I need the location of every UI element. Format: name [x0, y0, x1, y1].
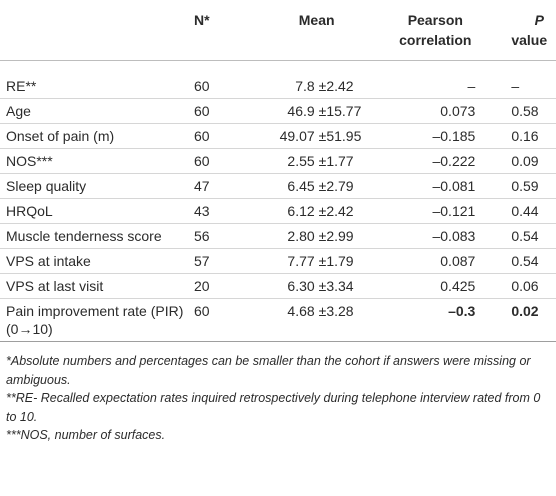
footnotes: *Absolute numbers and percentages can be…: [0, 342, 556, 445]
table-cell: NOS***: [6, 153, 53, 169]
table-row: Sleep quality 47 6.45 ±2.79 –0.081 0.59: [0, 174, 556, 199]
table-cell: 4.68: [287, 303, 315, 319]
table-cell: ±51.95: [318, 128, 362, 144]
table-cell: 0.09: [511, 153, 539, 169]
table-cell: 6.12: [287, 203, 315, 219]
table-cell: Pain improvement rate (PIR) (0→10): [6, 303, 184, 337]
header-cell: Mean: [298, 12, 335, 28]
table-cell: 6.45: [287, 178, 315, 194]
table-cell: 0.58: [511, 103, 539, 119]
footnote: ***NOS, number of surfaces.: [6, 428, 166, 442]
table-row: NOS*** 60 2.55 ±1.77 –0.222 0.09: [0, 149, 556, 174]
table-cell: 2.80: [287, 228, 315, 244]
table-cell: 0.16: [511, 128, 539, 144]
table-cell: 57: [194, 253, 210, 269]
header-cell: Pearson correlation: [399, 12, 472, 48]
table-cell: 49.07: [279, 128, 315, 144]
table-cell: –: [511, 78, 520, 94]
table-cell: ±15.77: [318, 103, 362, 119]
table-cell: –0.222: [432, 153, 476, 169]
table-cell: 0.087: [440, 253, 476, 269]
table-cell: 56: [194, 228, 210, 244]
footnote: **RE- Recalled expectation rates inquire…: [6, 391, 541, 424]
table-cell: 0.44: [511, 203, 539, 219]
header-cell: [0, 0, 190, 61]
table-row: Onset of pain (m) 60 49.07 ±51.95 –0.185 0.16: [0, 124, 556, 149]
table-cell: ±3.28: [318, 303, 354, 319]
table-cell: 0.54: [511, 228, 539, 244]
table-cell: –0.3: [448, 303, 476, 319]
table-row: Muscle tenderness score 56 2.80 ±2.99 –0.083…: [0, 224, 556, 249]
table-cell: Onset of pain (m): [6, 128, 115, 144]
header-cell: P value: [481, 0, 556, 61]
table-cell: 6.30: [287, 278, 315, 294]
header-row: N* Mean Pearson correlation P value: [0, 0, 556, 61]
table-cell: 60: [194, 103, 210, 119]
table-cell: ±2.79: [318, 178, 354, 194]
table-cell: 43: [194, 203, 210, 219]
table-cell: –0.081: [432, 178, 476, 194]
table-cell: 46.9: [287, 103, 315, 119]
table-cell: Muscle tenderness score: [6, 228, 162, 244]
table-cell: ±2.42: [318, 203, 354, 219]
table-row: Age 60 46.9 ±15.77 0.073 0.58: [0, 99, 556, 124]
table-body: RE** 60 7.8 ±2.42– – Age 60 46.9 ±15.77 0.073 0.58…: [0, 61, 556, 342]
table-cell: 0.59: [511, 178, 539, 194]
table-cell: 7.8: [295, 78, 315, 94]
header-cell: N*: [194, 12, 210, 28]
table-cell: 0.073: [440, 103, 476, 119]
table-cell: –0.185: [432, 128, 476, 144]
table-cell: 0.425: [440, 278, 476, 294]
table-cell: 60: [194, 128, 210, 144]
header-italic: P: [534, 12, 544, 28]
table-cell: 0.54: [511, 253, 539, 269]
table-cell: 2.55: [287, 153, 315, 169]
data-table: N* Mean Pearson correlation P value RE**…: [0, 0, 556, 342]
table-row: RE** 60 7.8 ±2.42 – –: [0, 61, 556, 99]
table-cell: Sleep quality: [6, 178, 87, 194]
table-cell: 0.06: [511, 278, 539, 294]
table-cell: VPS at intake: [6, 253, 91, 269]
table-row: HRQoL 43 6.12 ±2.42 –0.121 0.44: [0, 199, 556, 224]
table-cell: 20: [194, 278, 210, 294]
footnote: *Absolute numbers and percentages can be…: [6, 354, 531, 387]
table-cell: Age: [6, 103, 31, 119]
table-cell: ±1.77: [318, 153, 354, 169]
table-cell: –0.121: [432, 203, 476, 219]
table-cell: –: [467, 78, 476, 94]
table-cell: 7.77: [287, 253, 315, 269]
table-cell: ±2.42: [318, 78, 354, 94]
table-cell: ±3.34: [318, 278, 354, 294]
table-cell: 60: [194, 78, 210, 94]
table-cell: 47: [194, 178, 210, 194]
table-cell: 60: [194, 153, 210, 169]
table-cell: –0.083: [432, 228, 476, 244]
table-cell: ±2.99: [318, 228, 354, 244]
table-row: Pain improvement rate (PIR) (0→10) 60 4.68…: [0, 299, 556, 342]
table-cell: HRQoL: [6, 203, 53, 219]
table-cell: 0.02: [511, 303, 539, 319]
table-cell: 60: [194, 303, 210, 319]
table-row: VPS at intake 57 7.77 ±1.79 0.087 0.54: [0, 249, 556, 274]
table-row: VPS at last visit 20 6.30 ±3.34 0.425 0.06: [0, 274, 556, 299]
table-cell: RE**: [6, 78, 37, 94]
table-cell: VPS at last visit: [6, 278, 104, 294]
table-cell: ±1.79: [318, 253, 354, 269]
header-text: value: [511, 32, 548, 48]
